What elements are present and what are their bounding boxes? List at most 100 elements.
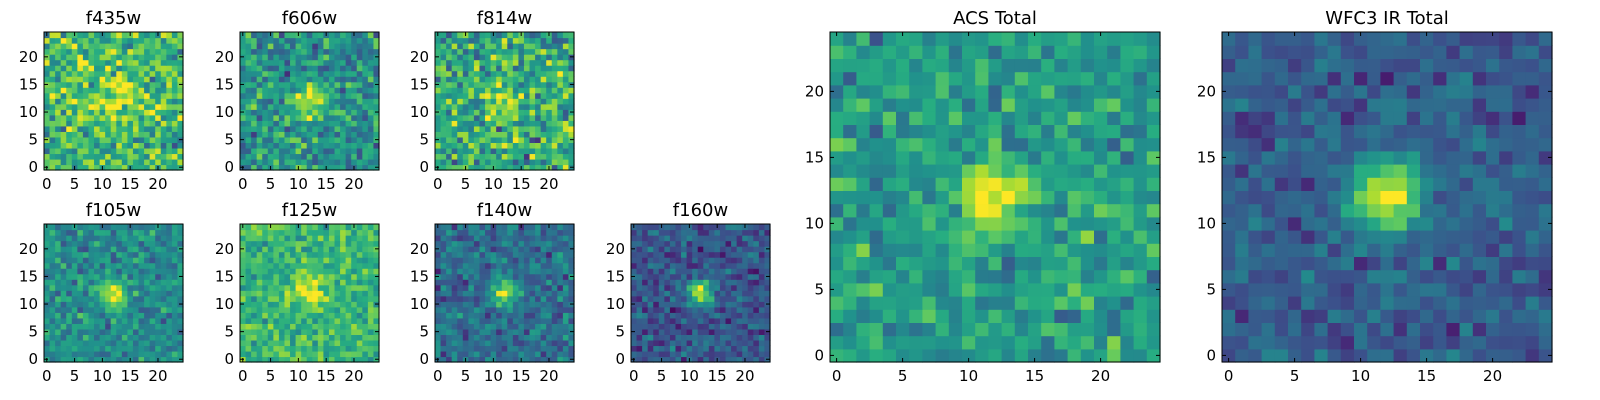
heatmap-cell bbox=[843, 203, 857, 218]
heatmap-cell bbox=[518, 339, 525, 347]
heatmap-cell bbox=[1433, 309, 1447, 323]
heatmap-cell bbox=[262, 350, 269, 358]
heatmap-cell bbox=[290, 125, 297, 132]
heatmap-cell bbox=[171, 312, 179, 319]
heatmap-cell bbox=[256, 54, 263, 61]
heatmap-cell bbox=[446, 114, 453, 121]
heatmap-cell bbox=[251, 257, 258, 264]
heatmap-cell bbox=[1014, 71, 1029, 86]
heatmap-cell bbox=[138, 142, 145, 149]
heatmap-cell bbox=[1067, 335, 1082, 350]
heatmap-cell bbox=[462, 114, 469, 121]
heatmap-cell bbox=[121, 54, 128, 61]
heatmap-cell bbox=[882, 216, 897, 231]
heatmap-cell bbox=[1120, 296, 1135, 310]
heatmap-cell bbox=[49, 76, 56, 83]
heatmap-cell bbox=[94, 98, 101, 105]
heatmap-cell bbox=[496, 158, 503, 166]
heatmap-cell bbox=[1340, 203, 1355, 218]
heatmap-cell bbox=[77, 114, 84, 121]
heatmap-cell bbox=[77, 262, 84, 269]
heatmap-cell bbox=[473, 290, 481, 297]
heatmap-cell bbox=[1107, 309, 1121, 323]
heatmap-cell bbox=[962, 177, 976, 191]
heatmap-cell bbox=[328, 87, 336, 94]
heatmap-cell bbox=[44, 142, 51, 149]
heatmap-cell bbox=[451, 317, 458, 324]
heatmap-cell bbox=[1380, 309, 1395, 323]
heatmap-cell bbox=[251, 328, 258, 335]
heatmap-cell bbox=[99, 328, 106, 335]
heatmap-cell bbox=[975, 150, 989, 165]
heatmap-cell bbox=[367, 114, 375, 121]
heatmap-cell bbox=[1001, 98, 1016, 112]
heatmap-cell bbox=[512, 48, 519, 55]
heatmap-cell bbox=[362, 153, 369, 160]
heatmap-cell bbox=[312, 147, 319, 155]
heatmap-cell bbox=[535, 295, 542, 302]
heatmap-cell bbox=[295, 92, 302, 99]
heatmap-cell bbox=[485, 323, 492, 330]
heatmap-cell bbox=[251, 295, 258, 302]
heatmap-cell bbox=[1028, 164, 1042, 178]
heatmap-cell bbox=[1446, 216, 1461, 231]
y-tick-label: 15 bbox=[215, 75, 234, 93]
heatmap-cell bbox=[540, 284, 547, 291]
heatmap-cell bbox=[1367, 256, 1381, 271]
heatmap-cell bbox=[501, 345, 508, 352]
heatmap-cell bbox=[856, 150, 871, 165]
heatmap-cell bbox=[267, 120, 274, 127]
heatmap-cell bbox=[44, 279, 51, 286]
heatmap-cell bbox=[138, 59, 145, 66]
heatmap-cell bbox=[546, 70, 553, 77]
heatmap-cell bbox=[479, 334, 486, 341]
heatmap-cell bbox=[1120, 335, 1135, 350]
heatmap-cell bbox=[340, 229, 347, 236]
x-tick-label: 15 bbox=[121, 367, 140, 385]
heatmap-cell bbox=[55, 164, 62, 171]
heatmap-cell bbox=[451, 114, 458, 121]
heatmap-cell bbox=[49, 98, 56, 105]
heatmap-cell bbox=[1499, 348, 1513, 363]
x-tick-label: 15 bbox=[121, 175, 140, 193]
heatmap-cell bbox=[144, 92, 151, 99]
heatmap-cell bbox=[551, 98, 558, 105]
heatmap-cell bbox=[166, 268, 173, 275]
heatmap-cell bbox=[160, 312, 167, 319]
heatmap-cell bbox=[1054, 243, 1069, 257]
heatmap-cell bbox=[507, 356, 514, 363]
heatmap-cell bbox=[501, 153, 508, 160]
heatmap-cell bbox=[340, 257, 347, 264]
heatmap-cell bbox=[138, 131, 145, 138]
heatmap-cell bbox=[1380, 150, 1395, 165]
heatmap-cell bbox=[155, 43, 162, 50]
heatmap-cell bbox=[306, 98, 313, 105]
heatmap-cell bbox=[462, 81, 469, 88]
heatmap-cell bbox=[485, 48, 492, 55]
heatmap-cell bbox=[518, 334, 525, 341]
heatmap-cell bbox=[557, 54, 564, 61]
heatmap-cell bbox=[262, 306, 269, 313]
heatmap-cell bbox=[312, 103, 319, 110]
heatmap-cell bbox=[251, 81, 258, 88]
heatmap-cell bbox=[44, 235, 51, 242]
heatmap-cell bbox=[149, 323, 156, 330]
heatmap-cell bbox=[1327, 84, 1342, 99]
heatmap-cell bbox=[1222, 322, 1236, 337]
heatmap-cell bbox=[948, 32, 963, 46]
heatmap-cell bbox=[896, 348, 910, 363]
heatmap-cell bbox=[245, 240, 252, 247]
heatmap-cell bbox=[1028, 58, 1042, 73]
heatmap-cell bbox=[105, 251, 112, 258]
heatmap-cell bbox=[1041, 124, 1055, 139]
heatmap-cell bbox=[334, 246, 341, 253]
heatmap-cell bbox=[468, 339, 475, 347]
heatmap-cell bbox=[975, 58, 989, 73]
heatmap-cell bbox=[312, 290, 319, 297]
heatmap-cell bbox=[245, 48, 252, 55]
heatmap-cell bbox=[1248, 150, 1263, 165]
heatmap-cell bbox=[435, 103, 442, 110]
heatmap-cell bbox=[290, 306, 297, 313]
heatmap-cell bbox=[284, 76, 291, 83]
heatmap-cell bbox=[171, 103, 179, 110]
